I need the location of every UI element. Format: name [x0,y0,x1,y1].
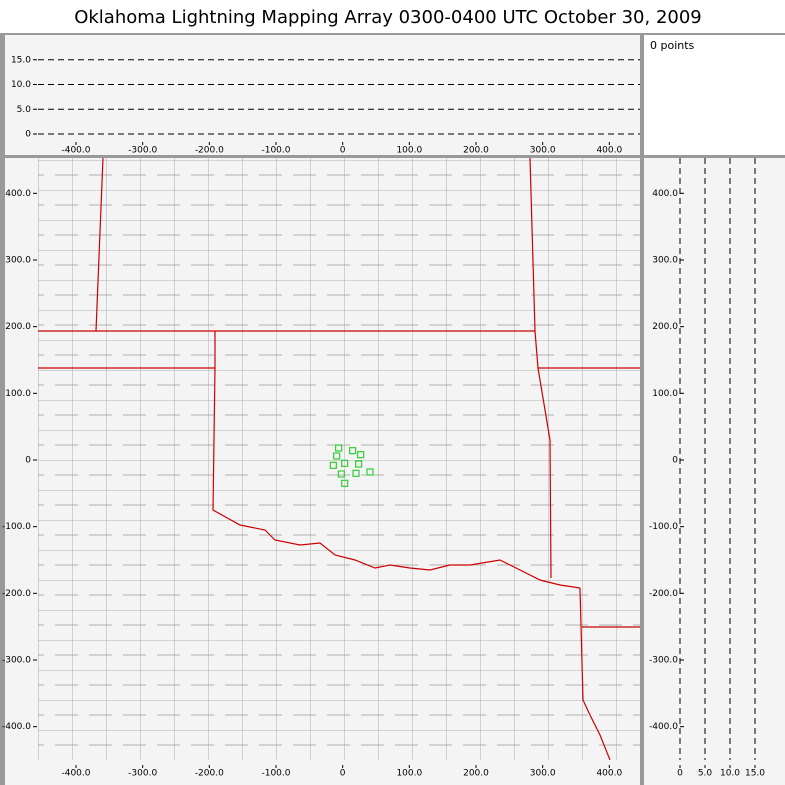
x-tick-label: 100.0 [396,146,422,156]
x-tick-label: 100.0 [396,769,422,779]
x-tick-label: -300.0 [128,146,157,156]
y-tick-label: 400.0 [5,189,31,199]
y-tick-label: 200.0 [652,322,678,332]
x-tick-label: -400.0 [61,146,90,156]
x-tick-label: -100.0 [261,146,290,156]
x-tick-label: 200.0 [463,146,489,156]
x-tick-label: 400.0 [596,146,622,156]
station [335,444,343,452]
y-tick-label: 100.0 [5,389,31,399]
border [537,367,552,579]
y-tick-label: 300.0 [5,256,31,266]
station [355,460,363,468]
top-panel [5,35,640,155]
y-tick-label: -400.0 [649,722,678,732]
station [366,468,374,476]
border [529,158,640,369]
y-tick-label: 100.0 [652,389,678,399]
x-tick-label: 200.0 [463,769,489,779]
y-tick-label: -200.0 [649,589,678,599]
info-panel [644,35,785,155]
y-tick-label: 0 [25,130,31,140]
y-tick-label: 300.0 [652,256,678,266]
x-tick-label: -100.0 [261,769,290,779]
title-bar [0,0,785,33]
station [357,451,365,459]
y-tick-label: 400.0 [652,189,678,199]
title: Oklahoma Lightning Mapping Array 0300-04… [74,7,702,28]
y-tick-label: -300.0 [649,656,678,666]
station [352,469,360,477]
y-tick-label: -100.0 [649,522,678,532]
points-count: 0 points [650,39,695,52]
border [95,158,104,332]
y-tick-label: -100.0 [2,522,31,532]
y-tick-label: -400.0 [2,722,31,732]
x-tick-label: 0 [677,769,683,779]
state-borders [38,158,640,760]
border [579,587,611,760]
x-tick-label: -400.0 [61,769,90,779]
x-tick-label: -300.0 [128,769,157,779]
x-tick-label: 15.0 [745,769,765,779]
y-tick-label: -300.0 [2,656,31,666]
x-tick-label: -200.0 [195,769,224,779]
station [341,479,349,487]
y-tick-label: 5.0 [17,105,32,115]
station [337,470,345,478]
y-tick-label: 0 [25,456,31,466]
station [341,459,349,467]
station [349,447,357,455]
y-tick-label: -200.0 [2,589,31,599]
station [329,461,337,469]
x-tick-label: 0 [340,769,346,779]
y-tick-label: 15.0 [11,55,31,65]
x-tick-label: 0 [340,146,346,156]
x-tick-label: 300.0 [530,769,556,779]
side-panel [644,158,785,785]
y-tick-label: 0 [672,456,678,466]
x-tick-label: -200.0 [195,146,224,156]
x-tick-label: 5.0 [698,769,713,779]
station [333,452,341,460]
x-tick-label: 300.0 [530,146,556,156]
x-tick-label: 400.0 [596,769,622,779]
red-river [212,367,581,589]
y-tick-label: 200.0 [5,322,31,332]
x-tick-label: 10.0 [720,769,740,779]
y-tick-label: 10.0 [11,80,31,90]
